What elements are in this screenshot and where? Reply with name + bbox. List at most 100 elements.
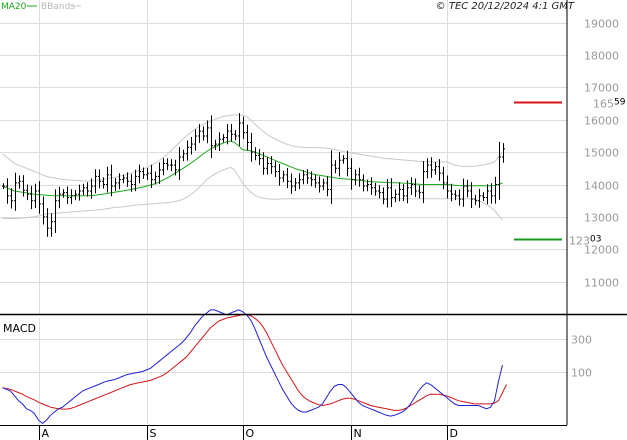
price-bar <box>110 164 113 197</box>
price-bar <box>238 113 241 146</box>
price-bar <box>42 196 45 225</box>
price-bar <box>342 155 345 164</box>
price-bar <box>182 149 185 162</box>
price-bar <box>458 189 461 206</box>
support-label-sup: 03 <box>590 235 601 245</box>
macd-title: MACD <box>3 322 36 335</box>
price-grid <box>0 0 567 314</box>
macd-line <box>2 309 503 425</box>
price-bar <box>314 174 317 188</box>
price-bar <box>402 184 405 202</box>
price-bar <box>406 180 409 204</box>
month-label: A <box>42 427 50 440</box>
price-bar <box>494 176 497 204</box>
price-bar <box>206 120 209 144</box>
price-bar <box>306 169 309 184</box>
price-bar <box>90 178 93 199</box>
price-bar <box>358 167 361 187</box>
price-bar <box>454 190 457 201</box>
price-bar <box>262 152 265 175</box>
price-bar <box>318 176 321 193</box>
price-bar <box>334 160 337 174</box>
price-bar <box>310 171 313 187</box>
price-bar <box>246 124 249 151</box>
month-label: D <box>450 427 458 440</box>
price-bar <box>450 183 453 202</box>
price-bar <box>26 184 29 201</box>
price-bar <box>394 189 397 203</box>
price-bar <box>390 178 393 207</box>
price-tick-label: 18000 <box>584 50 619 63</box>
price-bar <box>502 143 505 163</box>
price-bar <box>126 172 129 187</box>
price-bar <box>130 174 133 192</box>
price-bar <box>234 130 237 141</box>
price-bar <box>322 178 325 191</box>
price-bar <box>190 136 193 155</box>
price-bar <box>274 161 277 177</box>
price-bar <box>478 188 481 208</box>
price-bar <box>266 157 269 175</box>
price-bar <box>142 167 145 179</box>
price-bar <box>170 159 173 172</box>
price-bar <box>254 147 257 161</box>
price-bar <box>378 185 381 199</box>
price-bar <box>62 189 65 198</box>
price-bar <box>82 183 85 196</box>
price-bar <box>10 188 13 209</box>
resistance-label-main: 165 <box>593 98 614 111</box>
price-bar <box>50 213 53 237</box>
price-bar <box>366 179 369 192</box>
bbands-upper-line <box>2 114 503 182</box>
price-bar <box>154 171 157 185</box>
price-bar <box>38 181 41 214</box>
price-bar <box>30 185 33 210</box>
month-label: S <box>150 427 157 440</box>
legend-bbands-label: BBands <box>41 2 75 12</box>
price-bar <box>242 116 245 140</box>
price-bar <box>122 174 125 184</box>
price-bar <box>74 190 77 201</box>
price-bar <box>18 175 21 189</box>
price-bar <box>22 175 25 197</box>
price-tick-label: 12000 <box>584 244 619 257</box>
price-bar <box>214 139 217 150</box>
chart-legend: MA20 BBands <box>1 2 81 12</box>
price-bar <box>350 158 353 190</box>
price-bar <box>70 189 73 205</box>
price-bar <box>226 124 229 145</box>
price-bar <box>258 149 261 165</box>
price-bar <box>98 169 101 189</box>
price-axis: 11000 12000 13000 14000 15000 16000 17000 18000… <box>584 18 619 290</box>
price-bar <box>78 184 81 201</box>
price-tick-label: 19000 <box>584 18 619 31</box>
price-bar <box>118 173 121 190</box>
price-bar <box>382 187 385 205</box>
price-bar <box>198 124 201 143</box>
price-tick-label: 14000 <box>584 180 619 193</box>
price-bar <box>398 182 401 202</box>
price-levels: 16559 12303 <box>514 98 626 248</box>
price-bar <box>66 186 69 204</box>
support-label-main: 123 <box>569 235 590 248</box>
price-bar <box>410 177 413 195</box>
price-bar <box>290 173 293 194</box>
price-bar <box>58 186 61 209</box>
price-tick-label: 11000 <box>584 277 619 290</box>
price-bar <box>186 140 189 161</box>
price-bar <box>426 158 429 179</box>
price-bars <box>2 113 505 237</box>
price-bar <box>178 147 181 180</box>
month-label: O <box>246 427 255 440</box>
macd-axis: 100 300 <box>571 334 592 380</box>
macd-grid <box>0 318 567 425</box>
price-bar <box>446 175 449 199</box>
copyright-text: © TEC 20/12/2024 4:1 GMT <box>436 1 575 12</box>
legend-ma20-label: MA20 <box>1 2 27 12</box>
price-bar <box>250 132 253 162</box>
price-bar <box>278 164 281 186</box>
price-bar <box>438 159 441 181</box>
price-bar <box>302 170 305 185</box>
